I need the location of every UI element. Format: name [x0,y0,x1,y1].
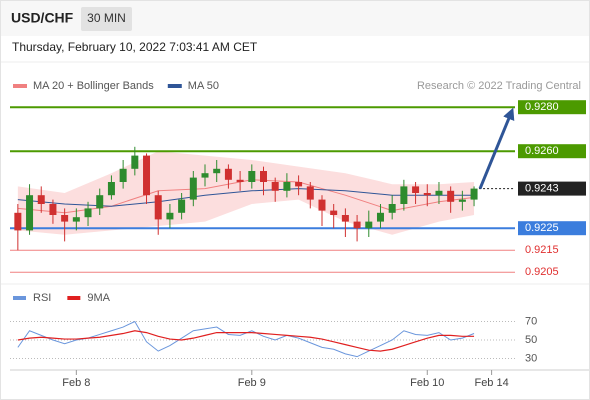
candle-body [72,217,80,222]
candle-body [295,182,303,187]
legend-label: RSI [33,292,51,304]
level-label: 0.9215 [525,244,559,256]
candle-body [107,182,115,196]
bollinger-band [17,151,475,235]
legend-label: MA 50 [188,80,219,92]
candle-body [84,208,92,218]
candle-body [365,221,373,229]
level-label: 0.9243 [525,183,559,195]
rsi-line [17,330,475,352]
candle-body [423,193,431,196]
level-label-box [518,181,586,196]
candle-body [178,199,186,213]
candle-body [119,168,127,182]
candle-body [435,190,443,196]
candle-body [447,190,455,202]
x-tick-label: Feb 14 [474,377,508,389]
candle-body [318,199,326,211]
level-label: 0.9205 [525,266,559,278]
interval-button[interactable] [81,7,132,31]
candle-body [96,195,104,209]
candle-body [189,177,197,200]
candle-body [271,182,279,191]
candle-body [61,215,69,222]
level-label: 0.9280 [525,101,559,113]
candle-body [248,171,256,182]
symbol: USD/CHF [11,10,74,26]
y-tick-label: 30 [525,352,537,364]
candle-body [388,204,396,213]
candle-body [400,186,408,204]
legend-label: MA 20 + Bollinger Bands [33,80,154,92]
interval[interactable]: 30 MIN [87,11,126,25]
candle-body [330,210,338,215]
candle-body [341,215,349,222]
candle-body [224,168,232,180]
level-label: 0.9260 [525,145,559,157]
y-tick-label: 50 [525,334,537,346]
level-label-box [518,144,586,159]
source: Research © 2022 Trading Central [417,80,581,92]
x-tick-label: Feb 9 [238,377,266,389]
candle-body [26,195,34,231]
candle-body [458,199,466,202]
candle-body [154,195,162,220]
candle-body [412,186,420,193]
candle-body [131,155,139,169]
moving-average [17,188,475,207]
candle-body [14,212,22,231]
candle-body [353,221,361,229]
x-tick-label: Feb 8 [62,377,90,389]
candle-body [201,173,209,178]
candle-body [143,155,151,196]
level-label-box [518,221,586,236]
target-arrow [478,107,515,190]
candle-body [260,171,267,182]
y-tick-label: 70 [525,315,537,327]
timestamp: Thursday, February 10, 2022 7:03:41 AM C… [12,40,258,54]
x-tick-label: Feb 10 [410,377,444,389]
level-label-box [518,100,586,115]
candle-body [283,182,291,191]
legend-label: 9MA [87,292,110,304]
candle-body [166,212,174,220]
candle-body [49,204,57,215]
candle-body [306,186,314,200]
candle-body [236,179,244,182]
candle-body [376,212,384,222]
level-label: 0.9225 [525,222,559,234]
candle-body [37,195,45,204]
candle-body [470,188,478,200]
candle-body [213,168,221,174]
